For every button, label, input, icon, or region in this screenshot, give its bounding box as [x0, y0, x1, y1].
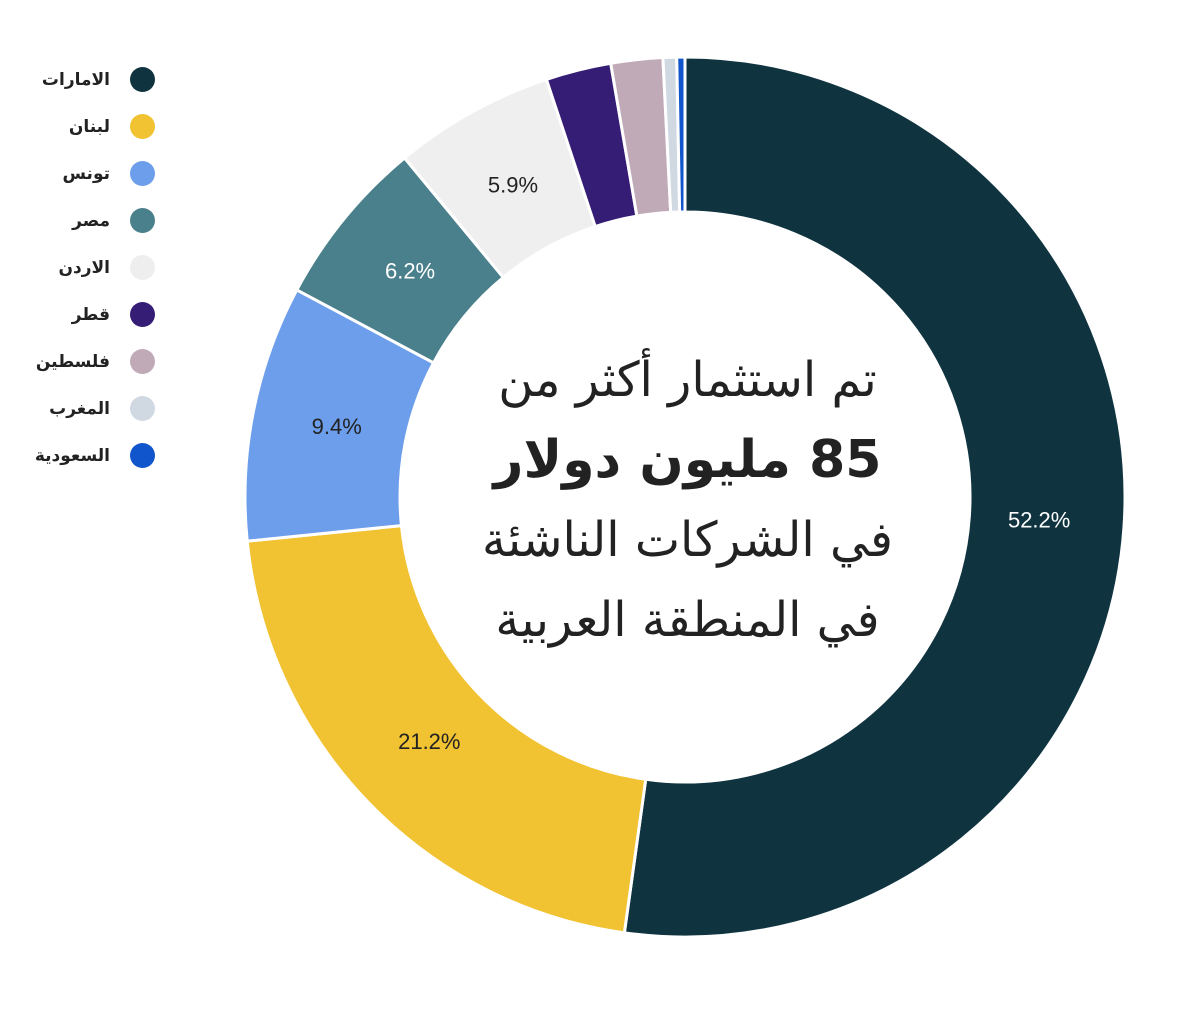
slice-0: [622, 55, 1127, 939]
legend-label: قطر: [71, 304, 110, 325]
legend-label: فلسطين: [35, 351, 110, 372]
legend-item: قطر: [30, 291, 180, 338]
caption-line-1: تم استثمار أكثر من: [498, 352, 877, 408]
legend-item: الامارات: [30, 56, 180, 103]
legend-label: تونس: [62, 163, 110, 184]
legend-label: الاردن: [58, 257, 110, 278]
slice-label-1: 21.2%: [398, 729, 460, 754]
slice-label-3: 6.2%: [385, 258, 435, 283]
legend-label: الامارات: [41, 69, 110, 90]
legend-item: الاردن: [30, 244, 180, 291]
legend-swatch: [130, 396, 155, 421]
legend-item: السعودية: [30, 432, 180, 479]
legend-swatch: [130, 67, 155, 92]
legend-label: المغرب: [49, 398, 110, 419]
legend-item: فلسطين: [30, 338, 180, 385]
slice-8: [675, 55, 687, 214]
slice-label-0: 52.2%: [1008, 507, 1070, 532]
legend-label: لبنان: [68, 116, 110, 137]
chart-legend: الامارات لبنان تونس مصر الاردن قطر فلسطين المغر…: [30, 56, 180, 479]
legend-item: المغرب: [30, 385, 180, 432]
slice-label-2: 9.4%: [312, 414, 362, 439]
caption-line-3: في الشركات الناشئة: [482, 512, 893, 568]
slice-label-4: 5.9%: [488, 172, 538, 197]
legend-swatch: [130, 114, 155, 139]
caption-line-2: 85 مليون دولار: [493, 430, 882, 490]
legend-label: مصر: [72, 210, 110, 231]
legend-swatch: [130, 302, 155, 327]
legend-item: مصر: [30, 197, 180, 244]
legend-label: السعودية: [34, 445, 110, 466]
legend-swatch: [130, 208, 155, 233]
center-caption: تم استثمار أكثر من 85 مليون دولار في الش…: [400, 340, 975, 660]
legend-swatch: [130, 161, 155, 186]
caption-line-4: في المنطقة العربية: [495, 592, 880, 648]
legend-swatch: [130, 349, 155, 374]
legend-swatch: [130, 443, 155, 468]
legend-item: تونس: [30, 150, 180, 197]
legend-swatch: [130, 255, 155, 280]
legend-item: لبنان: [30, 103, 180, 150]
slice-1: [245, 523, 648, 935]
